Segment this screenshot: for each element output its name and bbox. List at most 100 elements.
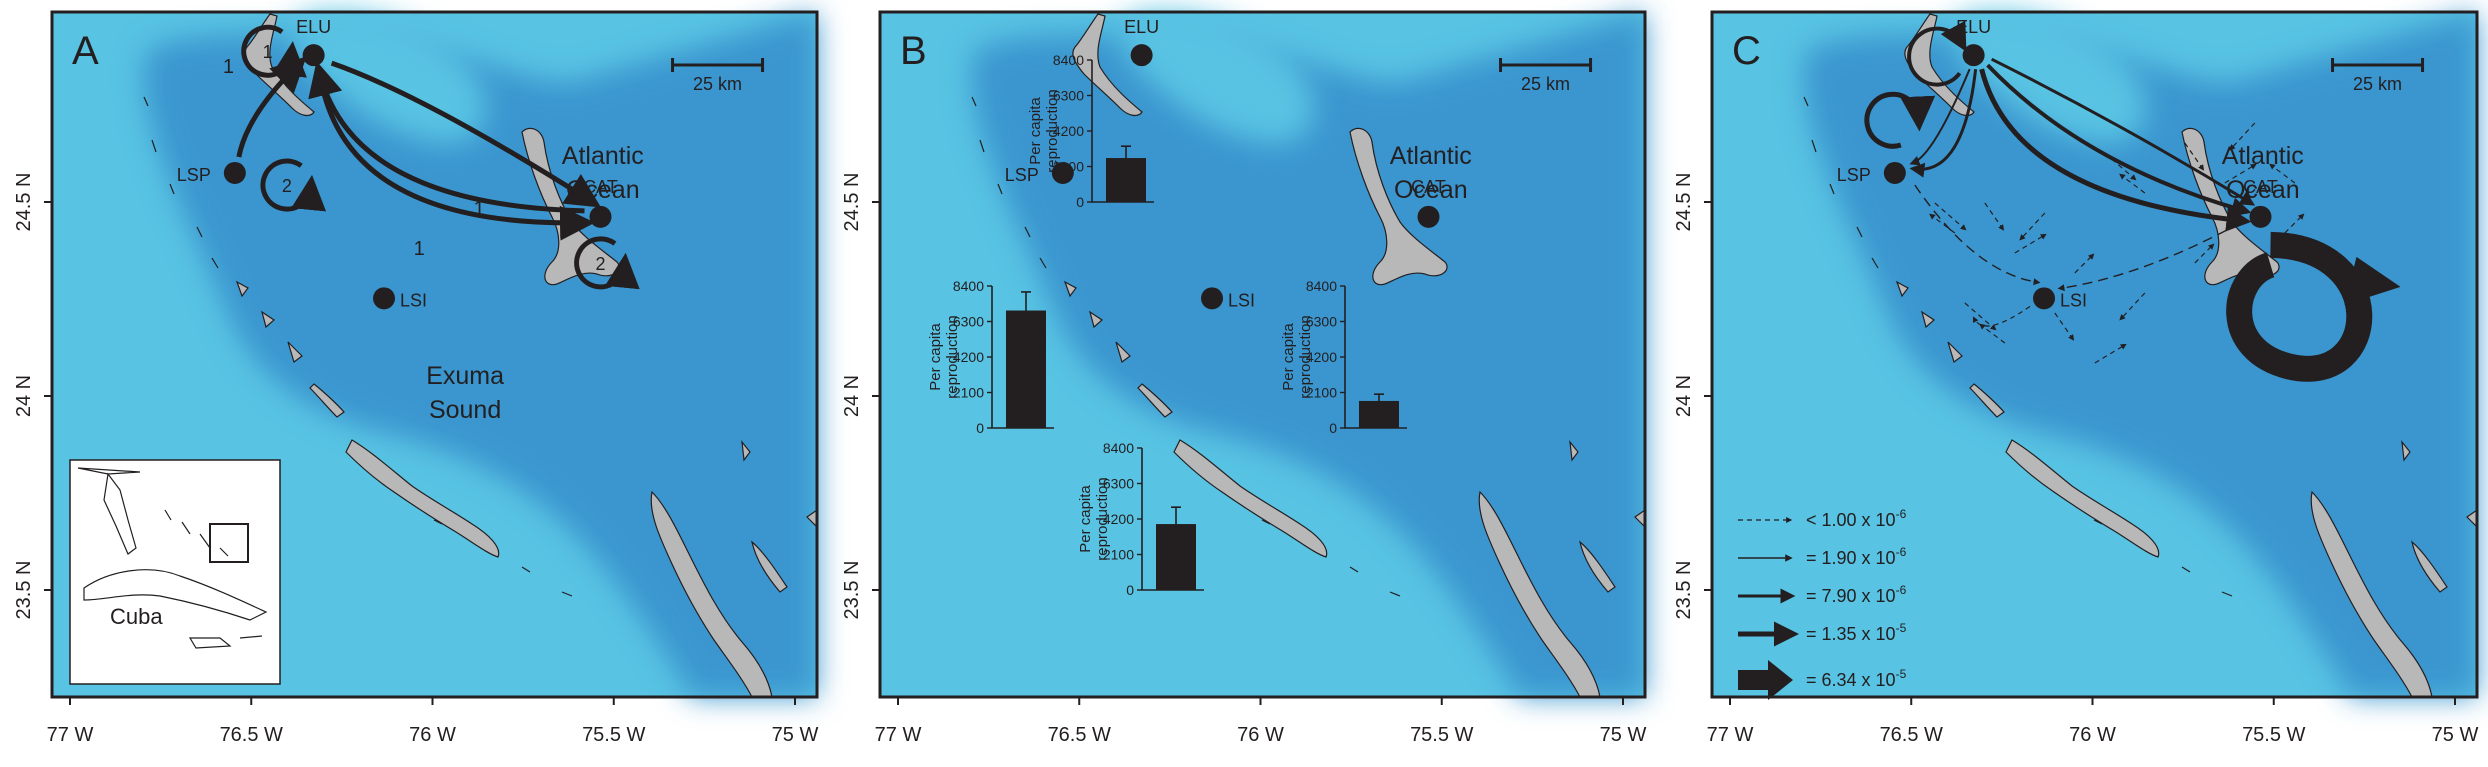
self-loop-elu [241,24,307,78]
x-tick-label: 76 W [1237,724,1284,746]
error-bar-lsp [1021,291,1031,330]
arrow-cat-elu-upper [330,60,602,208]
x-tick-label: 75.5 W [582,724,645,746]
legend-exponent: -6 [1896,545,1907,559]
bar-axis-title: Per capita [1280,323,1297,391]
legend-label: = 7.90 x 10-6 [1806,583,1907,606]
arrow-lsp-lsi [1914,184,2041,286]
legend-label: < 1.00 x 10-6 [1806,507,1907,530]
site-lsi-label: LSI [1228,290,1255,310]
small-arrow [2014,233,2047,254]
site-lsp-label: LSP [1837,165,1871,185]
arrow-elu-cat [1979,68,2252,232]
site-cat-label: CAT [583,177,618,197]
site-cat-marker [2249,205,2272,228]
bar-tick-label: 2100 [1053,159,1084,175]
sound-label: Exuma [426,362,504,390]
edge-label-cat-elu-lower: 1 [414,238,425,260]
bar-chart-lsi: 0 2100 4200 6300 8400 Per capita reproduction [1077,440,1204,598]
site-lsp-marker [1051,161,1074,184]
self-loop-lsp [260,158,327,212]
y-tick-label: 23.5 N [841,561,863,620]
bar-tick-label: 8400 [1306,278,1337,294]
self-loop-lsp-label: 2 [282,176,292,196]
inset-islands [164,509,263,649]
scale-label: 25 km [693,74,742,94]
self-loop-elu-label: 1 [263,42,273,62]
x-tick-label: 77 W [875,724,922,746]
arrow-lsi-local [1973,305,2031,327]
self-loop-cat-label: 2 [595,254,605,274]
x-tick-label: 75 W [772,724,819,746]
y-tick-label: 23.5 N [1673,561,1695,620]
bar-tick-label: 2100 [1306,385,1337,401]
bar-tick-label: 4200 [1306,349,1337,365]
y-tick-label: 24.5 N [841,173,863,232]
bar-tick-label: 6300 [1103,476,1134,492]
site-elu-marker [302,44,325,67]
bar-axis-title: Per capita [927,323,944,391]
small-arrow [2234,322,2267,351]
scale-bar [671,58,765,72]
bar-tick-label: 6300 [953,314,984,330]
small-arrow [2094,343,2127,364]
x-tick-label: 75 W [2432,724,2479,746]
arrow-cat-lsi [2057,222,2241,292]
small-arrow [1934,202,1967,231]
bar-axis-title: Per capita [1077,485,1094,553]
arrow-elu-cat-2 [1986,63,2252,217]
small-arrow [2284,213,2305,234]
panel-letter: A [72,29,99,73]
map-frame [878,10,1647,699]
bar-tick-label: 8400 [1053,52,1084,68]
small-arrow [1964,302,1997,331]
y-tick-label: 24 N [1673,375,1695,417]
x-tick-label: 75.5 W [2242,724,2305,746]
panel-a-connectivity: 1 1 1 1 2 2 Exuma Sound Cuba [69,24,640,685]
site-lsp-marker [223,161,246,184]
error-bar-lsi [1171,506,1181,541]
site-elu-marker [1962,44,1985,67]
bar-tick-label: 4200 [1053,123,1084,139]
self-loop-lsp [1864,91,1936,149]
bar-chart-elu: 0 2100 4200 6300 8400 Per capita reproduction [1027,52,1154,210]
small-arrow [2119,292,2146,321]
site-lsp-label: LSP [177,165,211,185]
edge-label-cat-elu-upper: 1 [474,198,485,220]
scale-bar [1499,58,1593,72]
y-tick-label: 24.5 N [1673,173,1695,232]
scale-label: 25 km [2353,74,2402,94]
x-tick-label: 76.5 W [1048,724,1111,746]
site-lsp-marker [1883,161,1906,184]
y-tick-label: 24 N [841,375,863,417]
map-frame [50,10,819,699]
site-cat-label: CAT [1411,177,1446,197]
ocean-label: Atlantic [562,142,644,170]
small-arrow [2074,253,2095,274]
bar-axis-title: Per capita [1027,97,1044,165]
site-elu-label: ELU [1956,17,1991,37]
site-lsp-label: LSP [1005,165,1039,185]
x-tick-label: 75.5 W [1410,724,1473,746]
site-lsi-label: LSI [400,290,427,310]
error-bar-cat [1374,393,1384,408]
bar-axis-title: reproduction [1044,89,1061,172]
legend-label: = 1.35 x 10-5 [1806,621,1907,644]
inset-cuba [83,569,268,621]
arrow-elu-cat [317,72,596,241]
bar-lsp [1006,310,1046,428]
bar-axis-title: reproduction [944,315,961,398]
small-arrow [2104,152,2137,181]
x-tick-label: 77 W [47,724,94,746]
bar-tick-label: 0 [976,420,984,436]
bar-chart-cat: 0 2100 4200 6300 8400 Per capita reproduction [1280,278,1407,436]
map-panel-b: B Atlantic Ocean 25 km 77 W 76.5 W 76 W 75.5 W 7… [841,10,1647,746]
bar-tick-label: 4200 [1103,511,1134,527]
arrow-cat-elu [308,61,585,214]
error-bar-elu [1121,145,1131,170]
bar-tick-label: 2100 [1103,547,1134,563]
edge-label-lsp-elu: 1 [223,56,234,78]
